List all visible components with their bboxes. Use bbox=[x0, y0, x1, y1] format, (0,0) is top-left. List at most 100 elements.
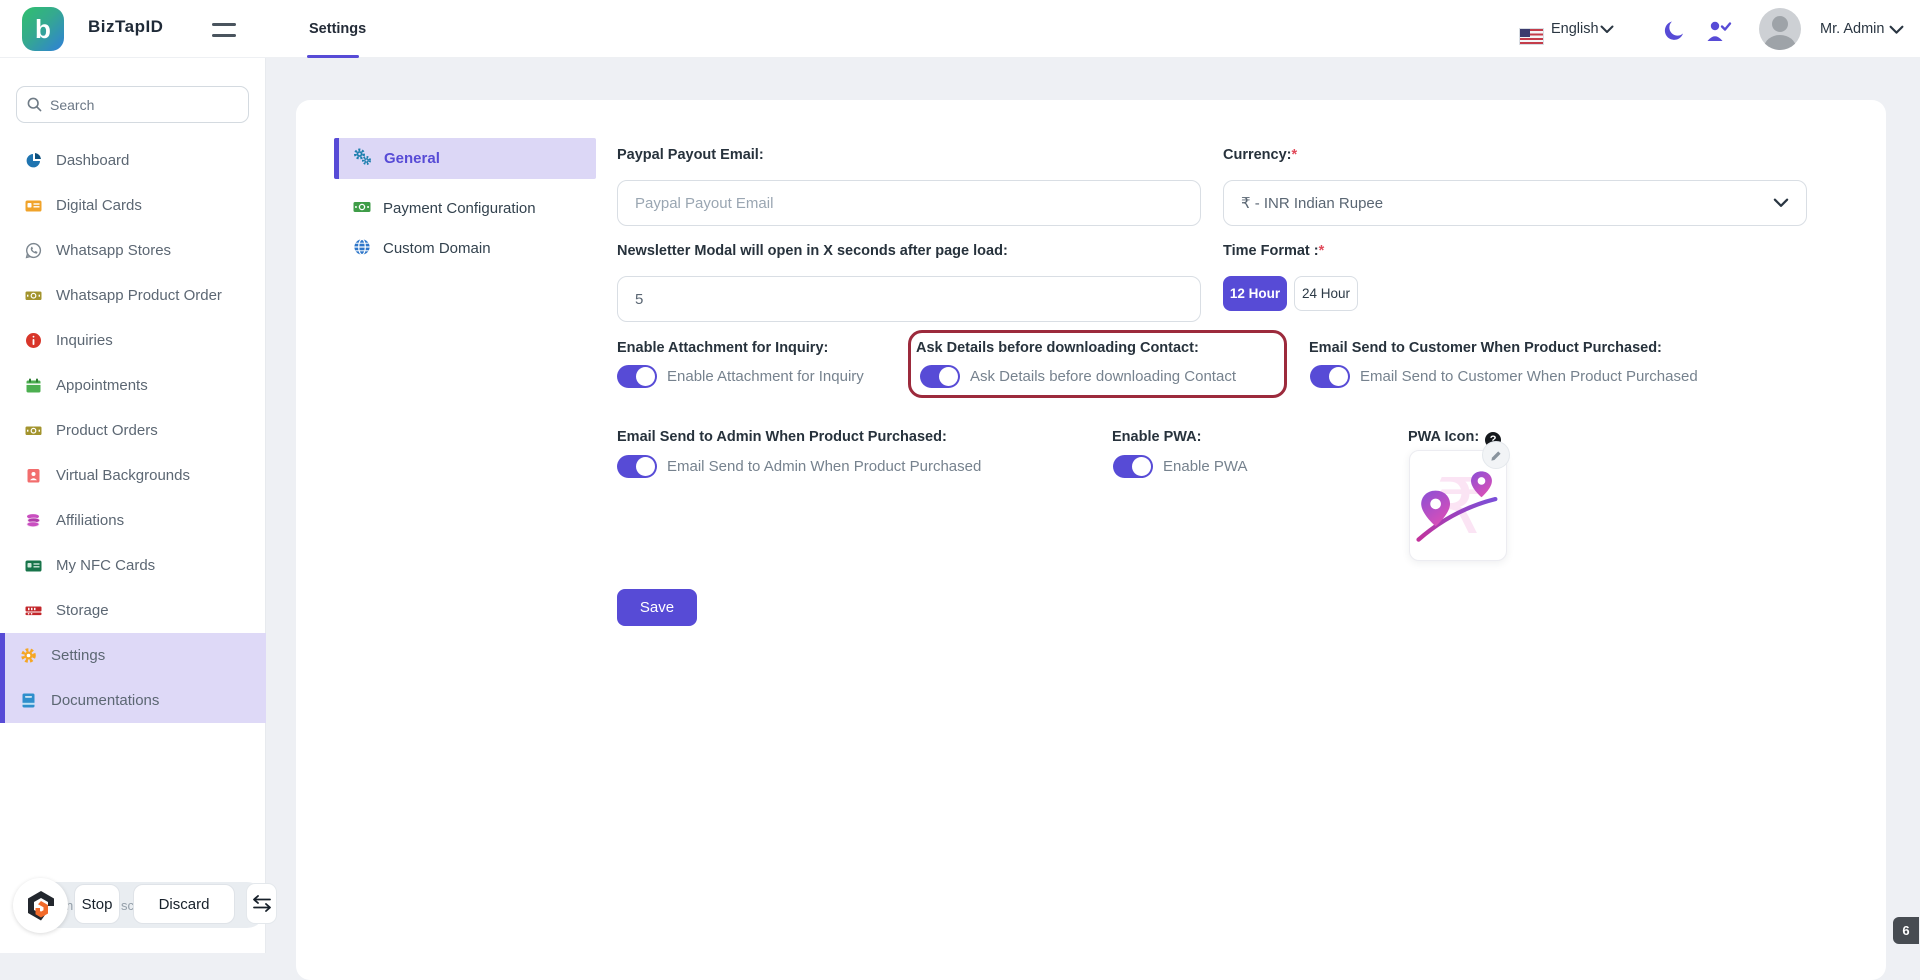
email-admin-toggle[interactable] bbox=[617, 455, 657, 478]
enable-attachment-label: Enable Attachment for Inquiry: bbox=[617, 340, 829, 356]
time-12-hour-button[interactable]: 12 Hour bbox=[1223, 276, 1287, 311]
pwa-icon-preview: ₹ bbox=[1409, 450, 1507, 561]
sidebar-item-appointments[interactable]: Appointments bbox=[0, 363, 266, 408]
chevron-down-icon[interactable] bbox=[1600, 25, 1614, 34]
coins-icon bbox=[25, 512, 42, 529]
ask-details-toggle-row: Ask Details before downloading Contact bbox=[920, 365, 1236, 388]
calendar-icon bbox=[25, 377, 42, 394]
newsletter-label: Newsletter Modal will open in X seconds … bbox=[617, 243, 1008, 259]
currency-value: ₹ - INR Indian Rupee bbox=[1241, 195, 1384, 212]
obscured-text-fragment: n bbox=[66, 898, 74, 913]
currency-select[interactable]: ₹ - INR Indian Rupee bbox=[1223, 180, 1807, 226]
storage-server-icon bbox=[25, 602, 42, 619]
toggle-text: Enable Attachment for Inquiry bbox=[667, 368, 864, 385]
sidebar-item-storage[interactable]: Storage bbox=[0, 588, 266, 633]
edit-pencil-button[interactable] bbox=[1482, 441, 1510, 469]
banknote-icon bbox=[25, 422, 42, 439]
sidebar-item-label: Settings bbox=[51, 647, 106, 664]
enable-attachment-toggle[interactable] bbox=[617, 365, 657, 388]
extension-logo[interactable] bbox=[13, 878, 68, 933]
email-admin-toggle-row: Email Send to Admin When Product Purchas… bbox=[617, 455, 981, 478]
brand-name: BizTapID bbox=[88, 17, 164, 36]
sidebar-item-dashboard[interactable]: Dashboard bbox=[0, 138, 266, 183]
email-customer-toggle-row: Email Send to Customer When Product Purc… bbox=[1310, 365, 1698, 388]
toggle-text: Email Send to Admin When Product Purchas… bbox=[667, 458, 982, 475]
enable-attachment-toggle-row: Enable Attachment for Inquiry bbox=[617, 365, 864, 388]
sidebar-item-virtual-backgrounds[interactable]: Virtual Backgrounds bbox=[0, 453, 266, 498]
enable-pwa-toggle[interactable] bbox=[1113, 455, 1153, 478]
swap-arrows-icon bbox=[252, 895, 271, 912]
sidebar-item-label: Product Orders bbox=[56, 422, 158, 439]
page-count-badge[interactable]: 6 bbox=[1893, 917, 1919, 944]
settings-card: General Payment Configuration Custom Dom… bbox=[296, 100, 1886, 980]
tab-payment-configuration[interactable]: Payment Configuration bbox=[334, 188, 596, 229]
search-icon bbox=[27, 97, 42, 112]
sidebar-item-label: Documentations bbox=[51, 692, 160, 709]
pencil-icon bbox=[1490, 450, 1501, 461]
sidebar-item-label: Appointments bbox=[56, 377, 148, 394]
sidebar-item-label: Digital Cards bbox=[56, 197, 142, 214]
sidebar-item-whatsapp-stores[interactable]: Whatsapp Stores bbox=[0, 228, 266, 273]
tab-settings[interactable]: Settings bbox=[305, 0, 370, 58]
toggle-text: Email Send to Customer When Product Purc… bbox=[1360, 368, 1698, 385]
dark-mode-moon-icon[interactable] bbox=[1662, 19, 1686, 43]
sidebar-item-documentations[interactable]: Documentations bbox=[0, 678, 266, 723]
required-asterisk: * bbox=[1291, 147, 1298, 163]
sidebar-item-inquiries[interactable]: Inquiries bbox=[0, 318, 266, 363]
enable-pwa-label: Enable PWA: bbox=[1112, 429, 1202, 445]
email-admin-label: Email Send to Admin When Product Purchas… bbox=[617, 429, 947, 445]
email-customer-label: Email Send to Customer When Product Purc… bbox=[1309, 340, 1662, 356]
currency-label: Currency:* bbox=[1223, 147, 1298, 163]
tab-label: Payment Configuration bbox=[383, 200, 536, 217]
newsletter-seconds-input[interactable] bbox=[617, 276, 1201, 322]
tab-label: Custom Domain bbox=[383, 240, 491, 257]
swap-arrows-button[interactable] bbox=[246, 883, 277, 924]
enable-pwa-toggle-row: Enable PWA bbox=[1113, 455, 1248, 478]
save-button[interactable]: Save bbox=[617, 589, 697, 626]
globe-icon bbox=[353, 238, 371, 260]
user-check-icon[interactable] bbox=[1706, 20, 1732, 42]
sidebar-item-label: My NFC Cards bbox=[56, 557, 156, 574]
stop-button[interactable]: Stop bbox=[74, 884, 120, 924]
sidebar-item-product-orders[interactable]: Product Orders bbox=[0, 408, 266, 453]
user-menu[interactable]: Mr. Admin bbox=[1820, 21, 1885, 37]
search-box[interactable] bbox=[16, 86, 249, 123]
chevron-down-icon bbox=[1773, 198, 1789, 207]
email-customer-toggle[interactable] bbox=[1310, 365, 1350, 388]
sidebar-item-label: Virtual Backgrounds bbox=[56, 467, 190, 484]
sidebar-item-digital-cards[interactable]: Digital Cards bbox=[0, 183, 266, 228]
sidebar-item-label: Dashboard bbox=[56, 152, 130, 169]
ask-details-label: Ask Details before downloading Contact: bbox=[916, 340, 1199, 356]
hamburger-menu-icon[interactable] bbox=[212, 20, 236, 38]
sidebar-item-whatsapp-product-order[interactable]: Whatsapp Product Order bbox=[0, 273, 266, 318]
gears-icon bbox=[353, 148, 372, 170]
chevron-down-icon[interactable] bbox=[1889, 25, 1904, 35]
person-badge-icon bbox=[25, 467, 42, 484]
pie-chart-icon bbox=[25, 152, 42, 169]
obscured-text-fragment: sc bbox=[121, 898, 134, 913]
sidebar: Dashboard Digital Cards Whatsapp Stores … bbox=[0, 58, 266, 953]
sidebar-item-settings[interactable]: Settings bbox=[0, 633, 266, 678]
search-input[interactable] bbox=[50, 96, 220, 113]
tab-general[interactable]: General bbox=[334, 138, 596, 179]
ask-details-toggle[interactable] bbox=[920, 365, 960, 388]
book-icon bbox=[20, 692, 37, 709]
header-tab-label: Settings bbox=[309, 21, 367, 37]
discard-button[interactable]: Discard bbox=[133, 884, 235, 924]
paypal-email-input[interactable] bbox=[617, 180, 1201, 226]
paypal-email-label: Paypal Payout Email: bbox=[617, 147, 764, 163]
toggle-text: Ask Details before downloading Contact bbox=[970, 368, 1236, 385]
time-24-hour-button[interactable]: 24 Hour bbox=[1294, 276, 1358, 311]
app-logo[interactable]: b bbox=[22, 7, 64, 51]
avatar[interactable] bbox=[1759, 8, 1801, 50]
payment-banknote-icon bbox=[353, 199, 371, 219]
sidebar-active-highlight bbox=[0, 633, 266, 723]
tab-custom-domain[interactable]: Custom Domain bbox=[334, 228, 596, 269]
us-flag-icon bbox=[1520, 29, 1543, 44]
language-selector[interactable]: English bbox=[1551, 21, 1599, 37]
sidebar-item-affiliations[interactable]: Affiliations bbox=[0, 498, 266, 543]
toggle-text: Enable PWA bbox=[1163, 458, 1248, 475]
top-header: b BizTapID Settings English Mr. Admin bbox=[0, 0, 1920, 58]
sidebar-item-label: Storage bbox=[56, 602, 109, 619]
sidebar-item-my-nfc-cards[interactable]: My NFC Cards bbox=[0, 543, 266, 588]
